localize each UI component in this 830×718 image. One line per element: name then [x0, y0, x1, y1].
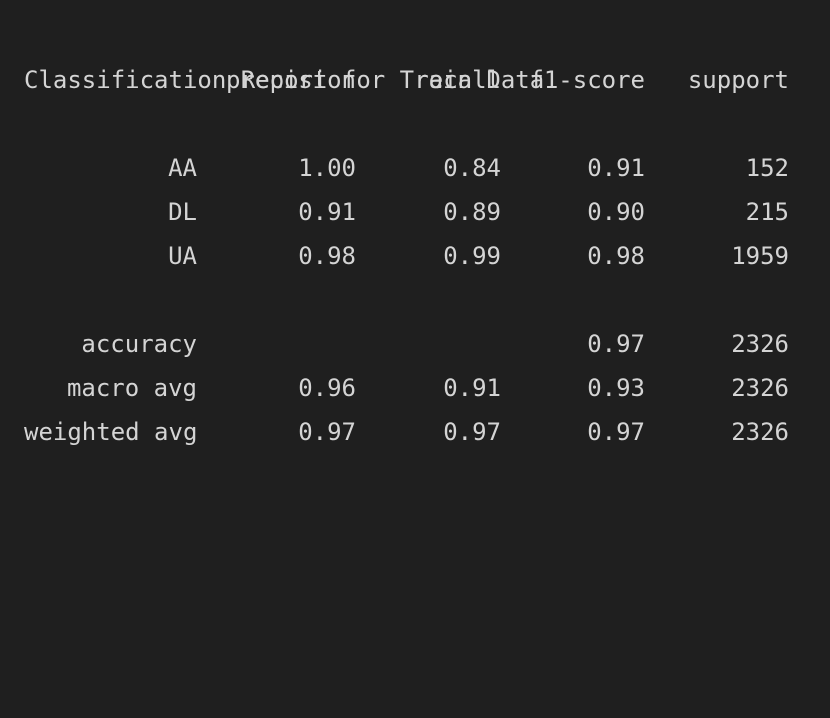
table-row: AA 1.00 0.84 0.91 152 [24, 146, 804, 190]
header-precision: precision [225, 66, 356, 94]
precision-value: 0.96 [298, 374, 356, 402]
blank-line [24, 278, 804, 322]
support-value: 152 [745, 154, 789, 182]
table-row: UA 0.98 0.99 0.98 1959 [24, 234, 804, 278]
precision-value: 0.91 [298, 198, 356, 226]
precision-value: 0.98 [298, 242, 356, 270]
f1-value: 0.93 [587, 374, 645, 402]
f1-value: 0.97 [587, 330, 645, 358]
row-label: accuracy [81, 330, 197, 358]
row-label: DL [168, 198, 197, 226]
precision-value: 1.00 [298, 154, 356, 182]
row-label: weighted avg [24, 418, 198, 446]
summary-row-weighted-avg: weighted avg 0.97 0.97 0.97 2326 [24, 410, 804, 454]
recall-value: 0.97 [443, 418, 501, 446]
recall-value: 0.89 [443, 198, 501, 226]
row-label: UA [168, 242, 197, 270]
report-title: Classification Report for Train Data [24, 66, 545, 94]
support-value: 215 [745, 198, 789, 226]
header-f1-score: f1-score [529, 66, 645, 94]
summary-row-accuracy: accuracy 0.97 2326 [24, 322, 804, 366]
summary-row-macro-avg: macro avg 0.96 0.91 0.93 2326 [24, 366, 804, 410]
notebook-output: Classification Report for Train Data pre… [24, 14, 804, 454]
header-support: support [687, 66, 789, 94]
row-label: macro avg [66, 374, 197, 402]
header-row: precision recall f1-score support [24, 58, 804, 102]
blank-line [24, 102, 804, 146]
recall-value: 0.99 [443, 242, 501, 270]
f1-value: 0.97 [587, 418, 645, 446]
report-title-line: Classification Report for Train Data [24, 14, 804, 94]
recall-value: 0.91 [443, 374, 501, 402]
table-row: DL 0.91 0.89 0.90 215 [24, 190, 804, 234]
f1-value: 0.98 [587, 242, 645, 270]
header-recall: recall [414, 66, 501, 94]
row-label: AA [168, 154, 197, 182]
support-value: 1959 [731, 242, 789, 270]
precision-value: 0.97 [298, 418, 356, 446]
support-value: 2326 [731, 418, 789, 446]
recall-value: 0.84 [443, 154, 501, 182]
f1-value: 0.90 [587, 198, 645, 226]
support-value: 2326 [731, 374, 789, 402]
f1-value: 0.91 [587, 154, 645, 182]
support-value: 2326 [731, 330, 789, 358]
